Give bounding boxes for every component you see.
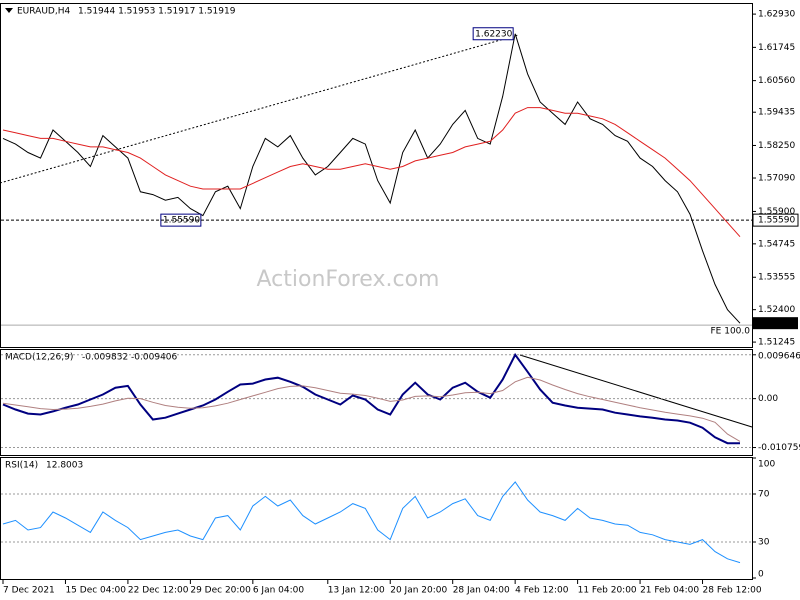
x-tick-label: 28 Feb 12:00 bbox=[703, 586, 762, 596]
macd-pane bbox=[0, 349, 753, 456]
series-line bbox=[2, 352, 741, 445]
y-tick-label: 0.009646 bbox=[758, 352, 800, 362]
x-tick-label: 15 Dec 04:00 bbox=[65, 586, 126, 596]
series-line bbox=[2, 376, 741, 442]
x-tick-label: 22 Dec 12:00 bbox=[128, 586, 189, 596]
price-tag bbox=[752, 213, 799, 227]
y-tick-label: -0.010759 bbox=[758, 443, 800, 453]
chart-title: EURAUD,H4 bbox=[17, 7, 70, 17]
series-line bbox=[2, 107, 741, 238]
annotation-box bbox=[472, 27, 514, 41]
annotation-label: 1.62230 bbox=[475, 29, 512, 39]
x-tick-label: 20 Jan 20:00 bbox=[390, 586, 447, 596]
y-tick-label: 0.00 bbox=[758, 394, 778, 404]
x-tick-label: 21 Feb 04:00 bbox=[640, 586, 699, 596]
watermark: ActionForex.com bbox=[257, 267, 440, 292]
x-tick-label: 6 Jan 04:00 bbox=[253, 586, 305, 596]
x-tick-label: 11 Feb 20:00 bbox=[578, 586, 637, 596]
price-tag-label: 1.55590 bbox=[758, 216, 795, 226]
annotation-box bbox=[160, 213, 202, 227]
x-tick-label: 29 Dec 20:00 bbox=[190, 586, 251, 596]
y-tick-label: 1.57090 bbox=[758, 174, 795, 184]
y-tick-label: 100 bbox=[758, 460, 775, 470]
rsi-title: RSI(14) bbox=[5, 461, 38, 471]
series-line bbox=[2, 33, 741, 324]
macd-trend-line bbox=[519, 354, 753, 428]
chart-subtitle: 1.51944 1.51953 1.51917 1.51919 bbox=[78, 7, 236, 17]
x-tick-label: 13 Jan 12:00 bbox=[328, 586, 385, 596]
y-tick-label: 1.61745 bbox=[758, 43, 795, 53]
y-tick-label: 1.60560 bbox=[758, 76, 795, 86]
x-tick-label: 7 Dec 2021 bbox=[3, 586, 55, 596]
y-tick-label: 70 bbox=[758, 490, 770, 500]
y-tick-label: 30 bbox=[758, 538, 770, 548]
y-tick-label: 1.54745 bbox=[758, 239, 795, 249]
macd-subtitle: -0.009832 -0.009406 bbox=[82, 353, 178, 363]
x-tick-label: 4 Feb 12:00 bbox=[515, 586, 569, 596]
rsi-pane bbox=[0, 457, 753, 580]
trend-line bbox=[0, 34, 519, 184]
fe-label: FE 100.0 bbox=[711, 327, 751, 337]
y-tick-label: 1.55900 bbox=[758, 207, 795, 217]
y-tick-label: 1.58250 bbox=[758, 141, 795, 151]
y-tick-label: 1.52400 bbox=[758, 305, 795, 315]
y-tick-label: 1.62930 bbox=[758, 10, 795, 20]
y-tick-label: 1.51245 bbox=[758, 338, 795, 348]
macd-title: MACD(12,26,9) bbox=[5, 353, 73, 363]
y-tick-label: 1.59435 bbox=[758, 108, 795, 118]
last-price-label: 1.51919 bbox=[758, 319, 795, 329]
y-tick-label: 1.53555 bbox=[758, 273, 795, 283]
rsi-subtitle: 12.8003 bbox=[46, 461, 83, 471]
x-tick-label: 28 Jan 04:00 bbox=[453, 586, 510, 596]
y-tick-label: 0 bbox=[758, 570, 764, 580]
series-line bbox=[2, 481, 741, 564]
price-pane bbox=[0, 3, 753, 348]
symbol-icon bbox=[5, 8, 13, 13]
last-price-tag bbox=[753, 317, 798, 330]
